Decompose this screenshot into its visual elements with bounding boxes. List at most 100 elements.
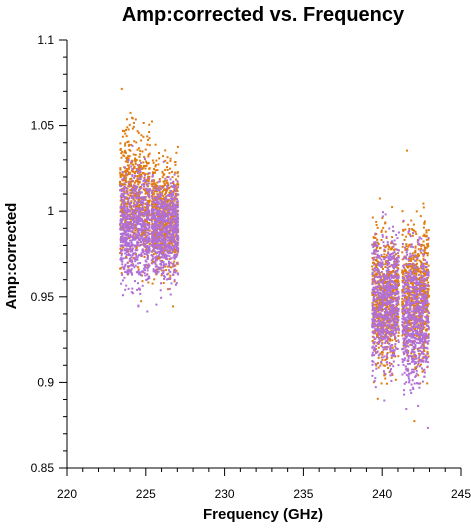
data-point — [426, 314, 429, 317]
data-point — [384, 263, 387, 266]
data-point — [377, 269, 380, 272]
data-point — [422, 206, 425, 209]
data-point — [165, 190, 168, 193]
data-point — [136, 256, 139, 259]
data-point — [143, 264, 146, 267]
data-point — [395, 275, 398, 278]
data-point — [134, 186, 136, 189]
data-point — [381, 215, 384, 218]
data-point — [155, 218, 158, 221]
data-point — [385, 353, 388, 356]
data-point — [395, 347, 398, 350]
data-point — [135, 194, 138, 196]
data-point — [127, 172, 130, 175]
data-point — [377, 356, 380, 359]
data-point — [385, 235, 388, 238]
data-point — [129, 236, 132, 238]
data-point — [151, 234, 154, 237]
data-point — [162, 201, 165, 204]
data-point — [425, 235, 428, 238]
data-point — [421, 357, 424, 360]
data-point — [171, 211, 174, 213]
data-point — [396, 322, 399, 325]
data-point — [379, 319, 382, 322]
data-point — [378, 321, 381, 324]
data-point — [386, 352, 389, 354]
data-point — [166, 176, 169, 178]
data-point — [142, 207, 145, 210]
data-point — [156, 196, 158, 199]
data-point — [175, 206, 178, 209]
data-point — [382, 308, 385, 311]
data-point — [156, 184, 159, 187]
data-point — [158, 214, 161, 217]
data-point — [396, 347, 399, 350]
data-point — [166, 168, 169, 171]
data-point — [176, 198, 179, 201]
cluster-1 — [119, 144, 151, 313]
data-point — [376, 314, 379, 316]
data-point — [380, 230, 383, 233]
data-point — [129, 257, 132, 260]
data-point — [139, 175, 141, 178]
data-point — [379, 336, 382, 339]
data-point — [373, 306, 376, 309]
data-point — [175, 282, 178, 285]
data-point — [373, 278, 376, 280]
data-point — [133, 221, 135, 224]
data-point — [157, 266, 160, 269]
data-point — [411, 266, 414, 269]
data-point — [126, 248, 129, 251]
data-point — [395, 280, 398, 283]
data-point — [372, 269, 375, 272]
data-point — [385, 245, 388, 248]
data-point — [134, 245, 137, 248]
data-point — [128, 225, 130, 228]
data-point — [379, 295, 382, 298]
data-point — [415, 311, 418, 314]
data-point — [139, 222, 142, 225]
data-point — [169, 274, 172, 277]
data-point — [384, 249, 386, 252]
data-point — [159, 202, 162, 205]
data-point — [127, 209, 129, 212]
data-point — [154, 262, 157, 265]
data-point — [376, 238, 379, 241]
data-point — [132, 185, 135, 188]
data-point — [140, 186, 143, 189]
data-point — [174, 251, 176, 254]
data-point — [151, 226, 153, 229]
data-point — [165, 179, 168, 182]
data-point — [384, 301, 387, 304]
data-point — [393, 243, 395, 246]
data-point — [137, 181, 140, 184]
data-point — [164, 193, 166, 196]
data-point — [375, 275, 378, 278]
data-point — [385, 254, 388, 257]
data-point — [177, 183, 180, 186]
data-point — [139, 153, 142, 156]
data-point — [147, 175, 150, 178]
data-point — [176, 234, 178, 237]
data-point — [168, 172, 171, 175]
data-point — [162, 206, 165, 209]
data-point — [132, 153, 135, 156]
data-point — [127, 254, 130, 257]
data-point — [172, 190, 175, 193]
data-point — [377, 291, 380, 294]
data-point — [148, 189, 151, 192]
data-point — [154, 169, 157, 172]
data-point — [392, 348, 395, 351]
data-point — [137, 287, 140, 290]
data-point — [403, 270, 406, 273]
data-point — [390, 271, 393, 274]
data-point — [141, 229, 144, 232]
data-point — [396, 281, 399, 284]
data-point — [374, 386, 377, 389]
data-point — [121, 208, 123, 211]
data-point — [387, 269, 390, 272]
data-point — [380, 316, 383, 319]
data-point — [378, 353, 381, 356]
data-point — [137, 238, 140, 241]
data-point — [161, 272, 163, 275]
